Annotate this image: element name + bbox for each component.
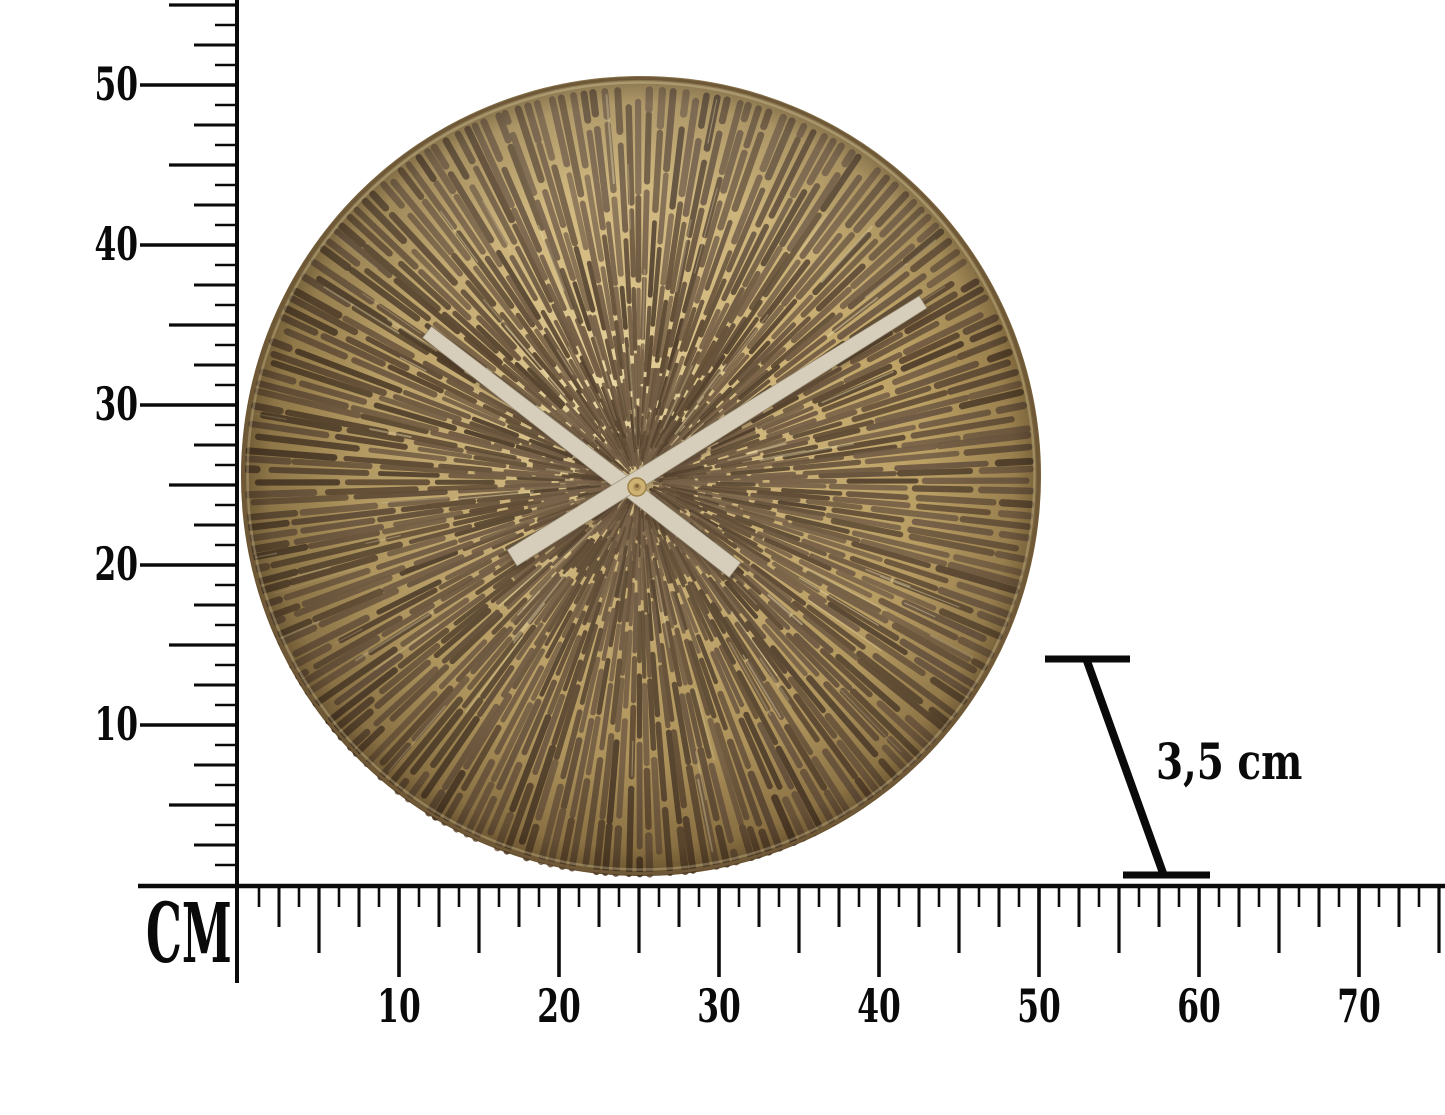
ruler-label: 20 xyxy=(94,538,138,592)
tick-marks-quarter xyxy=(277,885,1401,927)
ruler-label: 10 xyxy=(377,980,421,1034)
tick-marks-quarter xyxy=(194,43,237,847)
tick-marks-half xyxy=(317,885,1441,953)
horizontal-axis-line xyxy=(138,883,1445,889)
tick-marks-eighth xyxy=(257,885,1421,907)
ruler-label: 30 xyxy=(94,378,138,432)
tick-marks-eighth xyxy=(215,23,237,867)
ruler-label: 30 xyxy=(697,980,741,1034)
vertical-ruler: 50 40 30 20 10 xyxy=(94,0,239,983)
vertical-axis-line xyxy=(235,0,239,983)
tick-marks-major xyxy=(397,885,1361,977)
minute-hand xyxy=(506,295,928,567)
hour-hand xyxy=(421,325,742,579)
ruler-label: 70 xyxy=(1337,980,1381,1034)
ruler-label: 50 xyxy=(1017,980,1061,1034)
ruler-label: 40 xyxy=(857,980,901,1034)
ruler-label: 60 xyxy=(1177,980,1221,1034)
horizontal-ruler: 10 20 30 40 50 60 70 xyxy=(138,883,1445,1034)
depth-label: 3,5 cm xyxy=(1156,732,1302,791)
depth-slant-line xyxy=(1083,659,1167,875)
wall-clock xyxy=(241,76,1041,878)
ruler-label: 10 xyxy=(94,698,138,752)
ruler-label: 20 xyxy=(537,980,581,1034)
depth-indicator: 3,5 cm xyxy=(1045,655,1302,879)
clock-rim xyxy=(242,77,1040,875)
ruler-label: 50 xyxy=(94,58,138,112)
clock-hands xyxy=(421,295,928,579)
tick-marks-half xyxy=(169,3,237,807)
ruler-label: 40 xyxy=(94,218,138,272)
tick-marks-major xyxy=(140,83,237,727)
unit-label: CM xyxy=(146,885,232,982)
